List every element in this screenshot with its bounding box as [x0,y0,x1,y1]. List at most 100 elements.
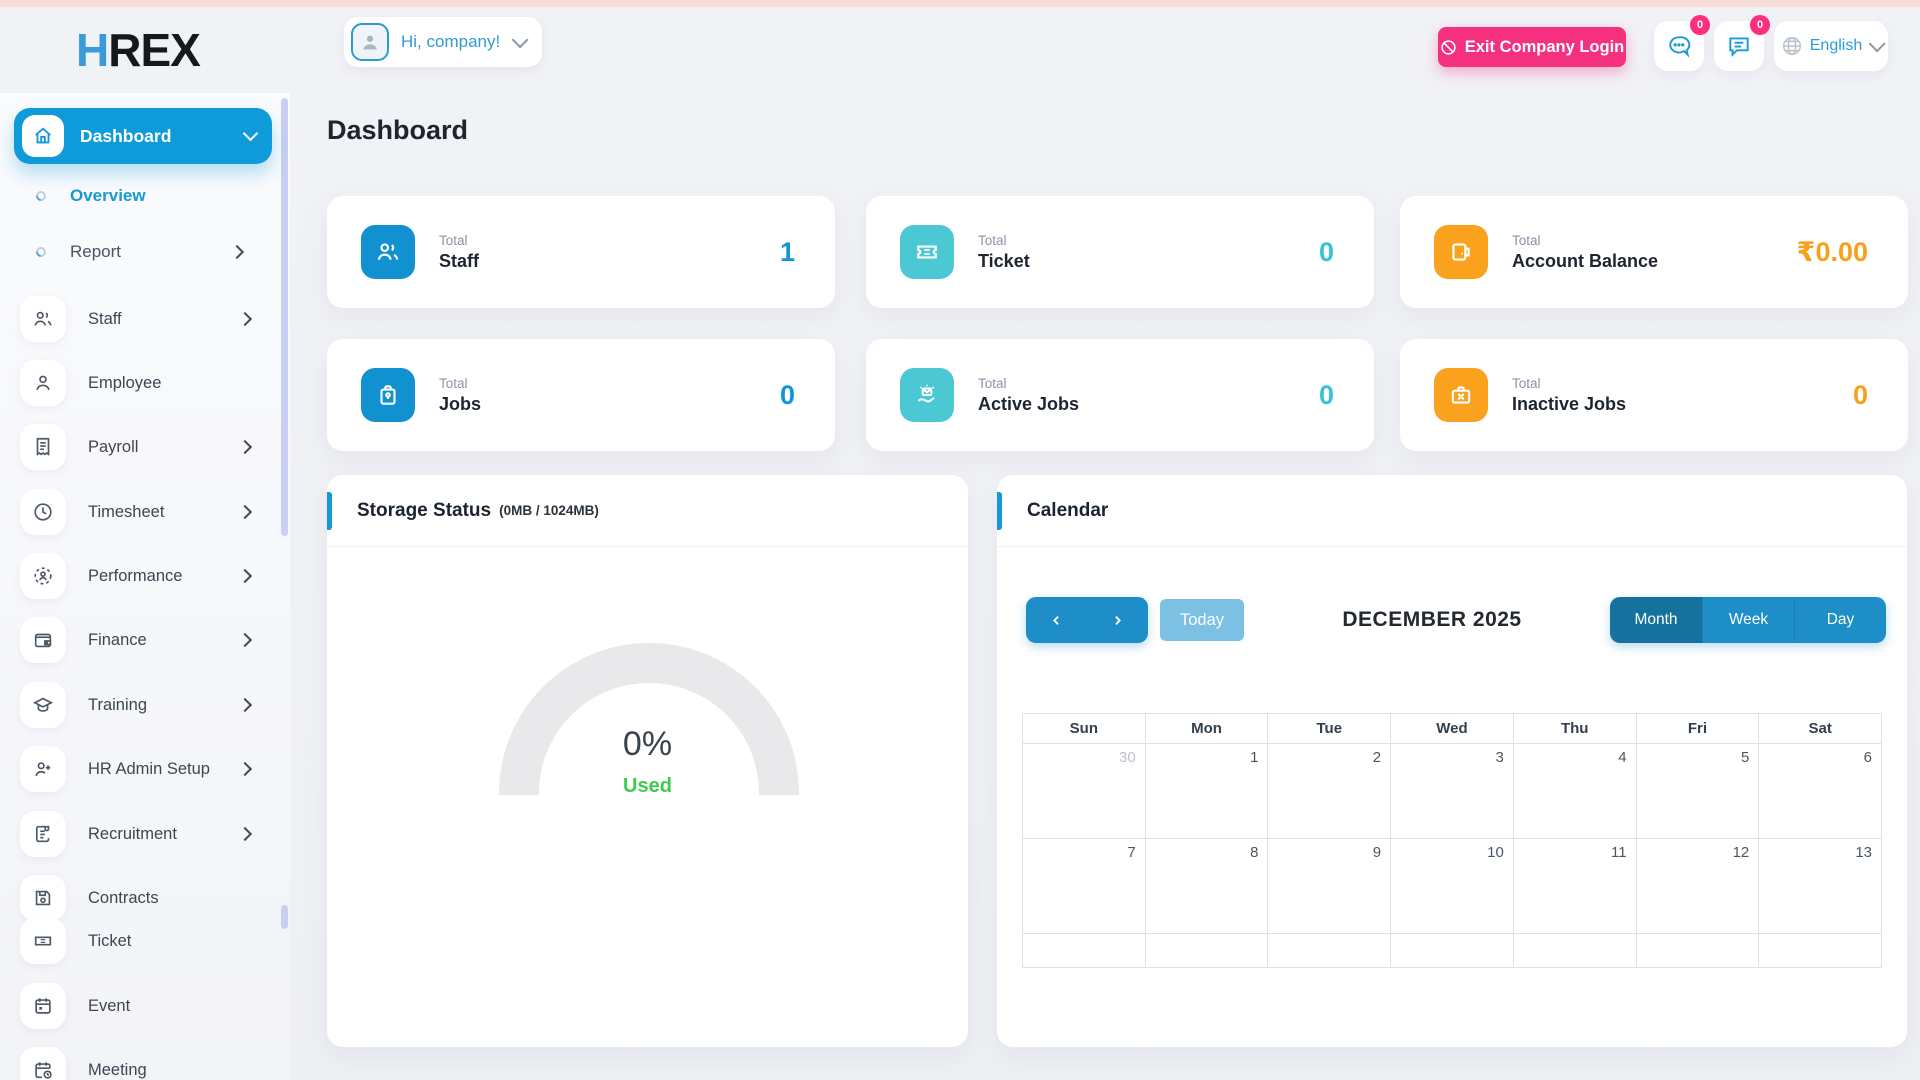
stat-value: 0 [1852,379,1868,410]
topbar: HREX Hi, company! Exit Company Login 0 [0,7,1920,93]
calendar-prev-button[interactable] [1026,597,1087,643]
calendar-day-cell[interactable]: 30 [1023,744,1146,839]
sidebar-item-payroll[interactable]: Payroll [20,422,264,472]
calendar-title: Calendar [1027,499,1109,521]
sidebar-item-employee[interactable]: Employee [20,358,264,408]
calendar-day-cell[interactable]: 8 [1145,839,1269,934]
calendar-day-cell[interactable]: 3 [1391,744,1514,839]
calendar-today-button[interactable]: Today [1160,599,1244,641]
chevron-right-icon [237,697,253,713]
sidebar-item-finance[interactable]: Finance [20,615,264,665]
calendar-panel: Calendar Today DECEMBER 2025 Month Week … [997,475,1907,1047]
sidebar-item-label: Ticket [88,931,132,950]
weekday-header: Fri [1636,714,1760,744]
stat-card-total-jobs: Total Jobs 0 [327,339,835,451]
calendar-day-cell[interactable] [1023,934,1146,968]
calendar-day-cell[interactable]: 5 [1636,744,1760,839]
sidebar-subitem-label: Overview [70,186,146,205]
sidebar-subitem-report[interactable]: Report [33,234,256,270]
calendar-day-cell[interactable] [1759,934,1882,968]
calendar-next-button[interactable] [1087,597,1148,643]
users-icon [20,296,66,342]
stat-prefix: Total [1512,375,1541,391]
stat-meta: Total Jobs [439,376,780,415]
sidebar-subitem-label: Report [70,242,122,261]
chevron-right-icon [237,826,253,842]
calendar-day-cell[interactable]: 6 [1759,744,1882,839]
chevron-down-icon [1868,35,1886,53]
sidebar-item-staff[interactable]: Staff [20,294,264,344]
stat-value: 0 [1318,379,1334,410]
stat-meta: Total Account Balance [1512,233,1797,272]
calendar-day-cell[interactable] [1513,934,1637,968]
calendar-icon [20,983,66,1029]
sidebar-item-event[interactable]: Event [20,981,264,1031]
sidebar-item-label: HR Admin Setup [88,759,210,778]
calendar-day-cell[interactable]: 4 [1513,744,1637,839]
sidebar-subitem-overview[interactable]: Overview [33,178,256,214]
calendar-day-cell[interactable] [1145,934,1269,968]
calendar-grid: Sun Mon Tue Wed Thu Fri Sat 30 1 2 3 4 5… [1022,713,1882,968]
stat-label: Account Balance [1512,250,1659,271]
weekday-header: Wed [1391,714,1514,744]
accent-bar [327,492,332,530]
users-icon [361,225,415,279]
chevron-right-icon [237,761,253,777]
calendar-day-cell[interactable]: 7 [1023,839,1146,934]
calendar-day-cell[interactable] [1391,934,1514,968]
calendar-day-cell[interactable]: 1 [1145,744,1269,839]
calendar-month-title: DECEMBER 2025 [1342,608,1522,631]
calendar-day-cell[interactable]: 11 [1513,839,1637,934]
calendar-day-cell[interactable]: 9 [1268,839,1392,934]
stat-meta: Total Active Jobs [978,376,1319,415]
sidebar-scrollbar-thumb[interactable] [281,98,288,536]
chevron-right-icon [237,504,253,520]
calendar-day-cell[interactable] [1636,934,1760,968]
stat-value: 0 [1318,236,1334,267]
stat-value: 1 [779,236,795,267]
calendar-view-week-button[interactable]: Week [1702,597,1794,643]
exit-company-login-button[interactable]: Exit Company Login [1438,27,1626,67]
stat-label: Staff [439,250,479,271]
sidebar-item-label: Recruitment [88,824,177,843]
chevron-right-icon [237,439,253,455]
sidebar-item-recruitment[interactable]: Recruitment [20,809,264,859]
storage-percent: 0% [622,725,673,763]
message-button[interactable]: 0 [1714,15,1770,71]
calendar-view-month-button[interactable]: Month [1610,597,1702,643]
chevron-right-icon [1115,615,1121,625]
sidebar-item-performance[interactable]: Performance [20,551,264,601]
hand-envelope-icon [900,368,954,422]
calendar-day-cell[interactable]: 10 [1391,839,1514,934]
calendar-day-cell[interactable] [1268,934,1392,968]
stat-meta: Total Inactive Jobs [1512,376,1853,415]
chat-button[interactable]: 0 [1654,15,1710,71]
sidebar-item-contracts[interactable]: Contracts [20,873,264,923]
sidebar-item-timesheet[interactable]: Timesheet [20,487,264,537]
calendar-day-cell[interactable]: 13 [1759,839,1882,934]
stat-label: Jobs [439,393,482,414]
sidebar-item-hr-admin-setup[interactable]: HR Admin Setup [20,744,264,794]
sidebar-item-label: Event [88,996,131,1015]
accent-bar [997,492,1002,530]
calendar-view-day-button[interactable]: Day [1794,597,1886,643]
user-menu[interactable]: Hi, company! [344,17,543,67]
sidebar-item-ticket[interactable]: Ticket [20,916,264,966]
chat-bubble-icon [1669,36,1691,58]
storage-gauge [499,643,799,795]
calendar-day-cell[interactable]: 2 [1268,744,1392,839]
sidebar-item-meeting[interactable]: Meeting [20,1045,264,1080]
sidebar-item-label: Contracts [88,888,159,907]
graduation-cap-icon [20,682,66,728]
calendar-panel-header: Calendar [997,475,1907,547]
top-accent-strip [0,0,1920,7]
sidebar-item-training[interactable]: Training [20,680,264,730]
language-selector[interactable]: English [1774,21,1888,71]
person-icon [363,35,377,50]
language-label: English [1809,37,1863,54]
calendar-day-cell[interactable]: 12 [1636,839,1760,934]
sidebar-scrollbar-thumb-2[interactable] [281,905,288,929]
sidebar-item-dashboard[interactable]: Dashboard [14,108,272,164]
greeting-text: Hi, company! [401,32,501,51]
